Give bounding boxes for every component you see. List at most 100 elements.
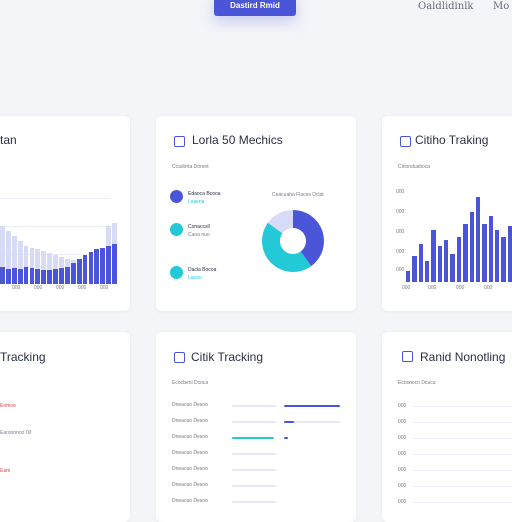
row-label: Dneacao Desoo	[172, 482, 208, 488]
chart-icon	[400, 136, 411, 147]
grid-line	[0, 226, 110, 227]
donut-slice	[267, 210, 293, 234]
bar	[425, 261, 430, 282]
x-tick: 000	[100, 285, 109, 291]
bar	[17, 268, 23, 284]
grid-line	[412, 470, 512, 471]
bar	[76, 259, 82, 284]
bar	[64, 266, 70, 284]
row-track	[232, 421, 276, 423]
grid-line	[412, 406, 512, 407]
legend-sublabel: Laono	[188, 275, 202, 281]
bar	[406, 270, 411, 282]
card-subtitle: Ecocbenl Dcoca	[172, 380, 209, 386]
grid-line	[412, 486, 512, 487]
y-tick: 000	[396, 189, 405, 195]
bar-back	[23, 245, 29, 284]
y-tick: 000	[398, 403, 407, 409]
progress-bar	[284, 437, 288, 439]
bar	[5, 268, 11, 284]
row-track	[232, 501, 276, 503]
bar	[488, 216, 493, 282]
info-text: Earoonnoo 00	[0, 430, 32, 436]
bar	[88, 252, 94, 284]
table-icon	[174, 352, 185, 363]
x-tick: 000	[402, 285, 411, 291]
grid-line	[412, 454, 512, 455]
y-tick: 000	[398, 483, 407, 489]
row-track	[232, 405, 276, 407]
bar	[53, 268, 58, 284]
nav-link-1[interactable]: Oaldlidinlk	[418, 1, 474, 12]
primary-action-button[interactable]: Dastird Rmid	[214, 0, 296, 16]
y-tick: 000	[396, 229, 405, 235]
legend-sublabel: Caoa nuo	[188, 232, 210, 238]
grid-line	[412, 422, 512, 423]
row-label: Dneacao Desoo	[172, 450, 208, 456]
x-tick: 000	[78, 285, 87, 291]
bar	[35, 268, 41, 284]
bar	[106, 245, 112, 284]
bookmark-icon	[402, 351, 413, 362]
card-title: Tracking	[0, 350, 46, 364]
legend-dot-icon	[170, 223, 183, 236]
x-tick: 000	[12, 285, 21, 291]
bar	[29, 267, 35, 284]
bar-chart-left	[0, 188, 118, 284]
donut-slice	[262, 222, 312, 272]
bar	[94, 249, 100, 284]
card-title: tan	[0, 133, 17, 147]
grid-line	[412, 438, 512, 439]
x-tick: 000	[456, 285, 465, 291]
card-bottom-right: Ranid Nonotling Ecosnoco Dcuca 000 000 0…	[382, 332, 512, 522]
chart-legend-title: Ceacuaha Flaces Dclat	[272, 192, 324, 198]
bar	[82, 255, 88, 284]
bar	[469, 211, 474, 282]
x-tick: 000	[56, 285, 65, 291]
grid-line	[0, 254, 110, 255]
grid-line	[0, 198, 110, 199]
bar	[450, 253, 455, 282]
legend-label: Dacla Bocoa	[188, 267, 217, 273]
bar-back	[47, 253, 53, 284]
x-tick: 000	[34, 285, 43, 291]
row-label: Dneacao Desoo	[172, 402, 208, 408]
x-tick: 000	[484, 285, 493, 291]
nav-link-2[interactable]: Mo	[493, 1, 510, 12]
bar	[41, 269, 47, 284]
donut-chart	[262, 210, 324, 272]
y-tick: 000	[398, 451, 407, 457]
bar-back	[0, 226, 5, 284]
bar-back	[35, 249, 41, 284]
bar	[475, 197, 481, 282]
legend-dot-icon	[170, 190, 183, 203]
y-tick: 000	[398, 435, 407, 441]
y-tick: 000	[396, 209, 405, 215]
legend-label: Edaoca Bcooa	[188, 191, 221, 197]
bar	[112, 243, 117, 284]
row-track	[232, 469, 276, 471]
bar	[456, 236, 462, 282]
y-tick: 000	[398, 419, 407, 425]
bar	[507, 225, 512, 282]
bar	[70, 262, 76, 284]
bar	[444, 239, 449, 282]
bar	[437, 246, 443, 282]
card-top-right: Citiho Traking Cinonduatioca 000 000 000…	[382, 116, 512, 311]
bar-back	[11, 236, 17, 284]
bar-back	[5, 231, 11, 284]
row-track	[232, 485, 276, 487]
row-label: Dneacao Desoo	[172, 466, 208, 472]
bar	[494, 230, 500, 282]
bar	[412, 255, 417, 282]
row-label: Dneacao Desoo	[172, 498, 208, 504]
bar	[463, 223, 468, 282]
bar	[501, 236, 506, 282]
x-axis-ticks: 000 000 000 000 000	[12, 285, 112, 293]
y-tick: 000	[398, 467, 407, 473]
status-text: Eam	[0, 468, 11, 474]
bar	[11, 267, 17, 284]
bar-chart-right	[406, 188, 512, 282]
card-subtitle: Ecosnoco Dcuca	[398, 380, 436, 386]
row-label: Dneacao Desoo	[172, 434, 208, 440]
